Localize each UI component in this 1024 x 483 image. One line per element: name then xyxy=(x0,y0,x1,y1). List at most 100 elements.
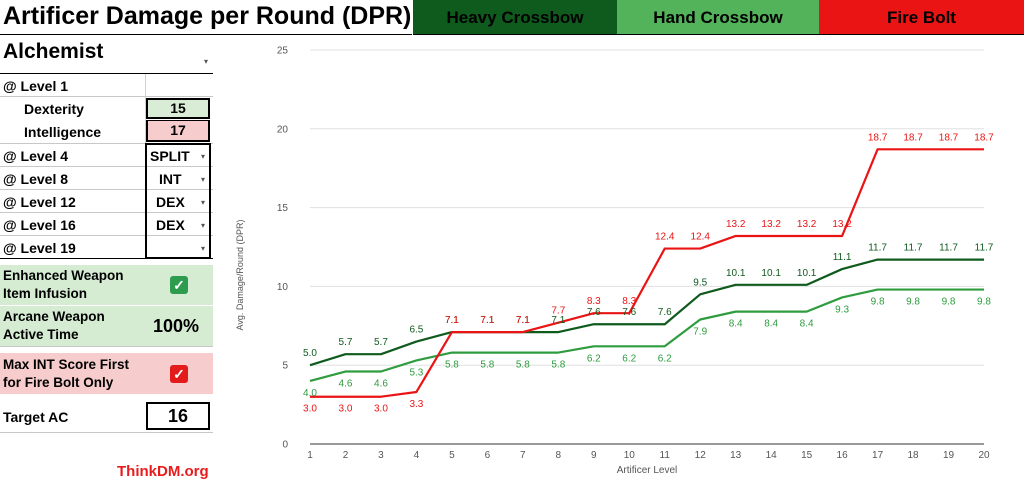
intelligence-input[interactable]: 17 xyxy=(146,120,210,142)
data-label: 7.1 xyxy=(480,315,494,326)
y-tick-label: 5 xyxy=(282,361,288,372)
data-label: 10.1 xyxy=(761,268,781,279)
legend-hand-crossbow: Hand Crossbow xyxy=(617,0,819,35)
x-tick-label: 13 xyxy=(730,450,742,461)
infusion-row: Enhanced Weapon Item Infusion ✓ xyxy=(0,265,213,305)
infusion-label-line1: Enhanced Weapon xyxy=(3,268,124,283)
data-label: 8.3 xyxy=(622,296,636,307)
divider xyxy=(0,346,213,347)
divider xyxy=(0,166,213,167)
y-tick-label: 0 xyxy=(282,440,288,451)
x-tick-label: 9 xyxy=(591,450,597,461)
data-label: 7.1 xyxy=(516,315,530,326)
series-line-heavy-crossbow xyxy=(309,258,984,367)
data-label: 7.6 xyxy=(587,307,601,318)
x-tick-label: 14 xyxy=(766,450,778,461)
data-label: 7.1 xyxy=(480,315,494,326)
level16-select[interactable]: DEX ▾ xyxy=(146,213,210,235)
infusion-checkbox[interactable]: ✓ xyxy=(170,276,188,294)
target-ac-label: Target AC xyxy=(3,409,69,425)
y-tick-label: 20 xyxy=(277,124,289,135)
data-label: 8.4 xyxy=(729,319,743,330)
level12-label: @ Level 12 xyxy=(3,194,76,210)
brand-link[interactable]: ThinkDM.org xyxy=(117,463,209,480)
chevron-down-icon: ▾ xyxy=(200,198,205,207)
data-label: 8.3 xyxy=(587,296,601,307)
data-label: 5.0 xyxy=(303,348,317,359)
series-line-fire-bolt xyxy=(310,148,984,398)
level19-select[interactable]: ▾ xyxy=(146,236,210,258)
arcane-value-input[interactable]: 100% xyxy=(153,316,200,336)
divider xyxy=(0,432,213,433)
data-label: 7.9 xyxy=(693,326,707,337)
maxint-checkbox[interactable]: ✓ xyxy=(170,365,188,383)
data-label: 4.0 xyxy=(303,388,317,399)
level1-row: @ Level 1 xyxy=(0,74,213,96)
x-tick-label: 15 xyxy=(801,450,813,461)
dpr-chart: 0 5 10 15 20 25 1 2 3 4 5 6 7 8 9 10 11 12 13 14 15 16 17 18 19 2… xyxy=(213,35,1024,483)
data-label: 18.7 xyxy=(903,132,923,143)
level8-select[interactable]: INT ▾ xyxy=(146,167,210,189)
data-label: 10.1 xyxy=(797,268,817,279)
data-label: 9.8 xyxy=(942,297,956,308)
level19-label: @ Level 19 xyxy=(3,240,76,256)
data-label: 11.7 xyxy=(904,243,923,254)
data-label: 3.0 xyxy=(303,404,317,415)
x-tick-label: 10 xyxy=(624,450,636,461)
maxint-label-line2: for Fire Bolt Only xyxy=(3,375,114,390)
x-tick-label: 11 xyxy=(660,450,671,461)
divider xyxy=(0,73,213,74)
chevron-down-icon: ▾ xyxy=(200,244,205,253)
divider xyxy=(0,189,213,190)
x-tick-label: 6 xyxy=(485,450,491,461)
data-label: 6.2 xyxy=(658,353,672,364)
data-label: 4.6 xyxy=(374,379,388,390)
data-label: 6.2 xyxy=(622,353,636,364)
level12-row: @ Level 12 DEX ▾ xyxy=(0,190,213,212)
maxint-row: Max INT Score First for Fire Bolt Only ✓ xyxy=(0,353,213,394)
data-label: 7.1 xyxy=(445,315,459,326)
level16-label: @ Level 16 xyxy=(3,217,76,233)
level8-row: @ Level 8 INT ▾ xyxy=(0,167,213,189)
divider xyxy=(0,258,213,259)
arcane-row: Arcane Weapon Active Time 100% xyxy=(0,306,213,346)
data-label: 13.2 xyxy=(832,219,852,230)
level4-select[interactable]: SPLIT ▾ xyxy=(146,144,210,166)
level19-row: @ Level 19 ▾ xyxy=(0,236,213,258)
data-label: 5.3 xyxy=(409,367,423,378)
level16-select-value: DEX xyxy=(156,217,185,233)
data-label: 5.8 xyxy=(516,360,530,371)
data-label: 8.4 xyxy=(764,319,778,330)
level4-row: @ Level 4 SPLIT ▾ xyxy=(0,144,213,166)
series-line-hand-crossbow xyxy=(309,288,984,383)
data-label: 7.1 xyxy=(516,315,530,326)
y-tick-label: 10 xyxy=(277,282,289,293)
x-tick-label: 7 xyxy=(520,450,526,461)
data-label: 11.7 xyxy=(975,243,994,254)
data-label: 5.8 xyxy=(551,360,565,371)
chevron-down-icon: ▾ xyxy=(200,152,205,161)
data-label: 11.1 xyxy=(833,252,852,263)
data-label: 3.0 xyxy=(374,404,388,415)
dexterity-label: Dexterity xyxy=(24,101,84,117)
x-tick-label: 18 xyxy=(907,450,919,461)
data-label: 7.6 xyxy=(658,307,672,318)
x-tick-label: 19 xyxy=(943,450,955,461)
class-select[interactable]: Alchemist ▾ xyxy=(0,35,213,73)
level12-select[interactable]: DEX ▾ xyxy=(146,190,210,212)
data-label: 13.2 xyxy=(726,219,746,230)
data-label: 9.8 xyxy=(977,297,991,308)
divider xyxy=(0,235,213,236)
divider xyxy=(0,212,213,213)
data-label: 3.3 xyxy=(409,399,423,410)
data-label: 9.8 xyxy=(871,297,885,308)
level1-label: @ Level 1 xyxy=(3,78,69,94)
target-ac-input[interactable]: 16 xyxy=(146,402,210,430)
dexterity-input[interactable]: 15 xyxy=(146,98,210,119)
data-label: 8.4 xyxy=(800,319,814,330)
x-tick-label: 5 xyxy=(449,450,455,461)
legend-heavy-crossbow: Heavy Crossbow xyxy=(413,0,617,35)
x-tick-label: 20 xyxy=(978,450,990,461)
y-axis-title: Avg. Damage/Round (DPR) xyxy=(235,220,245,331)
